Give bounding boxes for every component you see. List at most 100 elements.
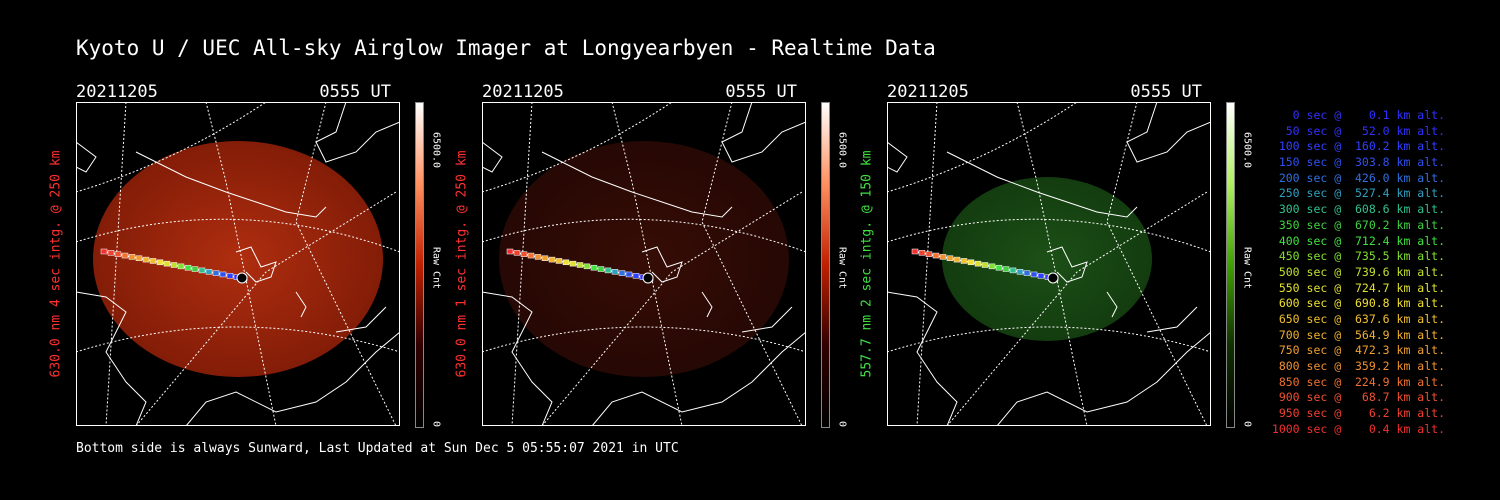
- panel-time: 0555 UT: [1130, 82, 1202, 102]
- trajectory-point: [583, 263, 591, 270]
- allsky-map: [482, 102, 806, 426]
- trajectory-point: [513, 250, 521, 256]
- trajectory-point: [177, 263, 185, 270]
- trajectory-point: [163, 260, 171, 267]
- trajectory-point: [625, 271, 633, 278]
- colorbar-min: 0: [430, 420, 442, 428]
- legend-row: 350 sec @ 670.2 km alt.: [1271, 217, 1445, 232]
- colorbar: [415, 102, 424, 428]
- trajectory-point: [107, 250, 115, 256]
- coastlines: [76, 102, 400, 426]
- panel-time: 0555 UT: [725, 82, 797, 102]
- legend-row: 250 sec @ 527.4 km alt.: [1271, 186, 1445, 201]
- allsky-map: [887, 102, 1211, 426]
- airglow-image: [942, 177, 1152, 341]
- imager-panel: 20211205 0555 UT: [49, 80, 442, 430]
- trajectory-point: [590, 264, 598, 271]
- airglow-image: [499, 141, 789, 377]
- trajectory-point: [205, 269, 213, 275]
- legend-row: 750 sec @ 472.3 km alt.: [1271, 343, 1445, 358]
- trajectory-point: [1016, 269, 1024, 275]
- trajectory-point: [939, 254, 947, 260]
- trajectory-point: [534, 254, 542, 260]
- legend-row: 550 sec @ 724.7 km alt.: [1271, 280, 1445, 295]
- legend-row: 150 sec @ 303.8 km alt.: [1271, 155, 1445, 170]
- colorbar-max: 6500.0: [836, 131, 848, 169]
- legend-row: 450 sec @ 735.5 km alt.: [1271, 249, 1445, 264]
- legend-row: 800 sec @ 359.2 km alt.: [1271, 359, 1445, 373]
- trajectory-point: [226, 273, 234, 279]
- panel-ylabel: 557.7 nm 2 sec intg. @ 150 km: [859, 150, 875, 378]
- trajectory-point: [506, 248, 514, 255]
- trajectory-point: [1023, 270, 1031, 276]
- legend-row: 650 sec @ 637.6 km alt.: [1271, 311, 1445, 326]
- colorbar: [821, 102, 830, 428]
- trajectory-point: [1037, 273, 1045, 279]
- trajectory-point: [219, 271, 227, 278]
- coastlines: [887, 102, 1211, 426]
- panel-ylabel: 630.0 nm 1 sec intg. @ 250 km: [454, 150, 470, 378]
- site-marker: [642, 272, 654, 284]
- trajectory-point: [576, 262, 584, 268]
- trajectory-point: [981, 262, 989, 268]
- trajectory-point: [604, 267, 612, 274]
- colorbar-min: 0: [836, 420, 848, 428]
- trajectory-point: [156, 259, 164, 266]
- panel-date: 20211205: [887, 82, 969, 102]
- colorbar-unit: Raw Cnt: [430, 246, 442, 290]
- trajectory-point: [632, 273, 640, 279]
- trajectory-point: [618, 270, 626, 276]
- imager-panel: 20211205 0555 UT: [860, 80, 1253, 430]
- trajectory-point: [198, 267, 206, 274]
- trajectory-point: [1002, 266, 1010, 272]
- coastlines: [482, 102, 806, 426]
- colorbar-unit: Raw Cnt: [836, 246, 848, 290]
- colorbar-max: 6500.0: [430, 131, 442, 169]
- page-title: Kyoto U / UEC All-sky Airglow Imager at …: [76, 36, 936, 60]
- legend-row: 50 sec @ 52.0 km alt.: [1271, 123, 1445, 138]
- legend-row: 1000 sec @ 0.4 km alt.: [1271, 421, 1445, 436]
- trajectory-point: [541, 255, 549, 261]
- panel-ylabel: 630.0 nm 4 sec intg. @ 250 km: [48, 150, 64, 378]
- legend-row: 200 sec @ 426.0 km alt.: [1271, 170, 1445, 185]
- trajectory-point: [149, 258, 157, 264]
- legend-row: 0 sec @ 0.1 km alt.: [1271, 108, 1445, 122]
- trajectory-point: [597, 266, 605, 272]
- trajectory-point: [142, 256, 150, 263]
- airglow-image: [93, 141, 383, 377]
- site-marker: [236, 272, 248, 284]
- colorbar-max: 6500.0: [1241, 131, 1253, 169]
- trajectory-point: [974, 260, 982, 267]
- trajectory-point: [555, 258, 563, 264]
- trajectory-point: [128, 254, 136, 260]
- panel-date: 20211205: [76, 82, 158, 102]
- trajectory-point: [911, 248, 919, 255]
- colorbar: [1226, 102, 1235, 428]
- trajectory-point: [191, 266, 199, 272]
- trajectory-point: [562, 259, 570, 266]
- trajectory-point: [946, 255, 954, 261]
- trajectory-point: [135, 255, 143, 261]
- trajectory-point: [184, 264, 192, 271]
- legend-row: 100 sec @ 160.2 km alt.: [1271, 139, 1445, 154]
- trajectory-point: [1009, 267, 1017, 274]
- panel-time: 0555 UT: [319, 82, 391, 102]
- trajectory-point: [925, 251, 933, 257]
- trajectory-point: [520, 251, 528, 257]
- trajectory-point: [960, 258, 968, 264]
- trajectory-point: [100, 248, 108, 255]
- footer-note: Bottom side is always Sunward, Last Upda…: [76, 441, 679, 456]
- trajectory-point: [527, 252, 535, 259]
- colorbar-min: 0: [1241, 420, 1253, 428]
- trajectory-point: [121, 252, 129, 259]
- panel-date: 20211205: [482, 82, 564, 102]
- trajectory-point: [114, 251, 122, 257]
- legend-row: 500 sec @ 739.6 km alt.: [1271, 264, 1445, 279]
- imager-panel: 20211205 0555 UT: [455, 80, 848, 430]
- legend-row: 950 sec @ 6.2 km alt.: [1271, 406, 1445, 421]
- legend-row: 900 sec @ 68.7 km alt.: [1271, 390, 1445, 405]
- legend-row: 600 sec @ 690.8 km alt.: [1271, 296, 1445, 311]
- legend-row: 300 sec @ 608.6 km alt.: [1271, 202, 1445, 217]
- allsky-map: [76, 102, 400, 426]
- colorbar-unit: Raw Cnt: [1241, 246, 1253, 290]
